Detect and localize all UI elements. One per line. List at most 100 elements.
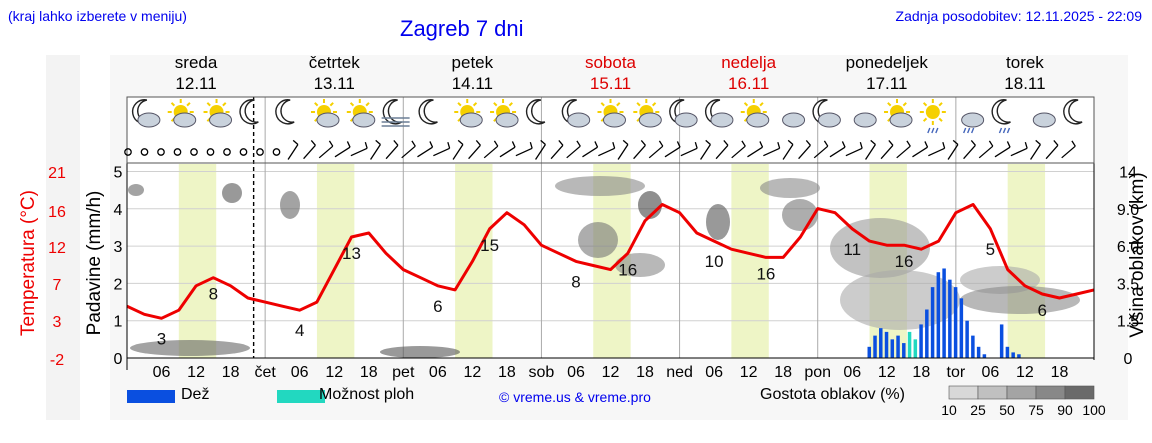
cloud-height-tick: 6.0 — [1117, 239, 1139, 256]
temperature-label: 10 — [705, 252, 724, 271]
wind-barb-icon — [664, 141, 681, 158]
x-hour-label: 12 — [187, 364, 205, 381]
x-hour-label: 18 — [636, 364, 654, 381]
moon-cloud-icon — [669, 99, 698, 128]
temperature-tick: 12 — [48, 240, 66, 257]
x-hour-label: 12 — [463, 364, 481, 381]
day-date: 17.11 — [866, 74, 907, 93]
rain-bar — [902, 343, 906, 358]
precip-tick: 3 — [114, 239, 123, 256]
cloud-layer — [830, 218, 930, 278]
wind-barb-icon — [582, 141, 599, 158]
sun-cloud-icon — [346, 99, 376, 128]
density-swatch — [1035, 385, 1066, 400]
sun-cloud-icon — [633, 99, 662, 128]
wind-barb-icon — [715, 140, 729, 160]
calm-wind-icon — [157, 148, 165, 156]
credit-link[interactable]: © vreme.us & vreme.pro — [499, 389, 651, 405]
x-hour-label: 18 — [1051, 364, 1069, 381]
rain-legend-label: Dež — [181, 386, 210, 403]
rain-bar — [896, 335, 900, 358]
calm-wind-icon — [124, 148, 132, 156]
rain-bar — [867, 346, 872, 358]
calm-wind-icon — [272, 148, 281, 156]
sun-cloud-icon — [884, 99, 913, 128]
rain-bar — [948, 279, 952, 358]
moon-icon — [1063, 99, 1083, 125]
moon-icon — [239, 99, 259, 125]
x-hour-label: 12 — [1016, 364, 1034, 381]
temperature-tick: -2 — [50, 352, 64, 369]
x-hour-label: 18 — [498, 364, 516, 381]
sun-cloud-icon — [454, 99, 483, 128]
wind-barb-icon — [515, 142, 533, 157]
sun-cloud-icon — [597, 99, 626, 128]
density-swatch — [1064, 385, 1095, 400]
wind-barb-icon — [845, 142, 863, 157]
temperature-label: 6 — [1037, 301, 1046, 320]
temperature-tick: 16 — [48, 204, 66, 221]
cloud-density-title: Gostota oblakov (%) — [760, 386, 905, 403]
day-date: 16.11 — [728, 74, 769, 93]
rain-bar — [879, 328, 883, 358]
daylight-band — [316, 164, 355, 358]
cloud-layer — [130, 340, 250, 356]
wind-barb-icon — [782, 139, 794, 160]
shower-legend-swatch — [277, 390, 325, 403]
wind-barb-icon — [385, 140, 399, 160]
daylight-band — [178, 164, 217, 358]
wind-barb-icon — [994, 141, 1011, 158]
day-date: 15.11 — [590, 74, 631, 93]
rain-bar — [919, 324, 923, 358]
temperature-tick: 3 — [53, 314, 62, 331]
cloud-rain-icon — [961, 112, 985, 134]
density-tick: 25 — [970, 402, 986, 418]
wind-barb-icon — [287, 139, 299, 160]
day-date: 12.11 — [175, 74, 216, 93]
x-day-label: pet — [392, 364, 415, 381]
precip-tick: 4 — [114, 202, 123, 219]
wind-barb-icon — [978, 140, 994, 159]
x-day-label: pon — [804, 364, 831, 381]
wind-barb-icon — [483, 140, 499, 159]
cloud-layer — [280, 191, 300, 219]
x-hour-label: 18 — [774, 364, 792, 381]
cloud-layer — [760, 178, 820, 198]
temperature-label: 4 — [295, 321, 304, 340]
precip-tick: 5 — [114, 165, 123, 182]
rain-bar — [1017, 354, 1021, 358]
calm-wind-icon — [223, 148, 231, 156]
wind-barb-icon — [633, 140, 646, 160]
cloud-height-tick: 0 — [1124, 351, 1133, 368]
cloud-layer — [128, 184, 144, 196]
calm-wind-icon — [140, 148, 149, 156]
density-tick: 10 — [941, 402, 957, 418]
wind-barb-icon — [370, 139, 381, 160]
wind-barb-icon — [747, 141, 764, 158]
moon-cloud-icon — [131, 99, 161, 128]
temperature-label: 11 — [843, 240, 861, 259]
wind-barb-icon — [763, 142, 781, 157]
precip-axis-title: Padavine (mm/h) — [84, 191, 105, 336]
x-hour-label: 12 — [325, 364, 343, 381]
location-hint[interactable]: (kraj lahko izberete v meniju) — [8, 8, 187, 24]
x-hour-label: 12 — [878, 364, 896, 381]
wind-barb-icon — [1045, 140, 1059, 160]
wind-barb-icon — [468, 140, 481, 160]
calm-wind-icon — [190, 148, 198, 156]
x-hour-label: 06 — [153, 364, 171, 381]
wind-barb-icon — [566, 140, 581, 159]
rain-bar — [1011, 352, 1015, 358]
wind-barb-icon — [1010, 142, 1028, 157]
day-date: 13.11 — [314, 74, 355, 93]
calm-wind-icon — [206, 148, 215, 156]
rain-bar — [999, 324, 1004, 358]
temperature-label: 8 — [209, 285, 218, 304]
left-axis-panel — [46, 55, 80, 420]
day-date: 18.11 — [1004, 74, 1045, 93]
moon-rain-icon — [991, 99, 1011, 134]
cloud-layer — [840, 270, 960, 330]
rain-bar — [965, 320, 969, 358]
x-day-label: čet — [254, 364, 276, 381]
cloud-icon — [1032, 112, 1056, 128]
